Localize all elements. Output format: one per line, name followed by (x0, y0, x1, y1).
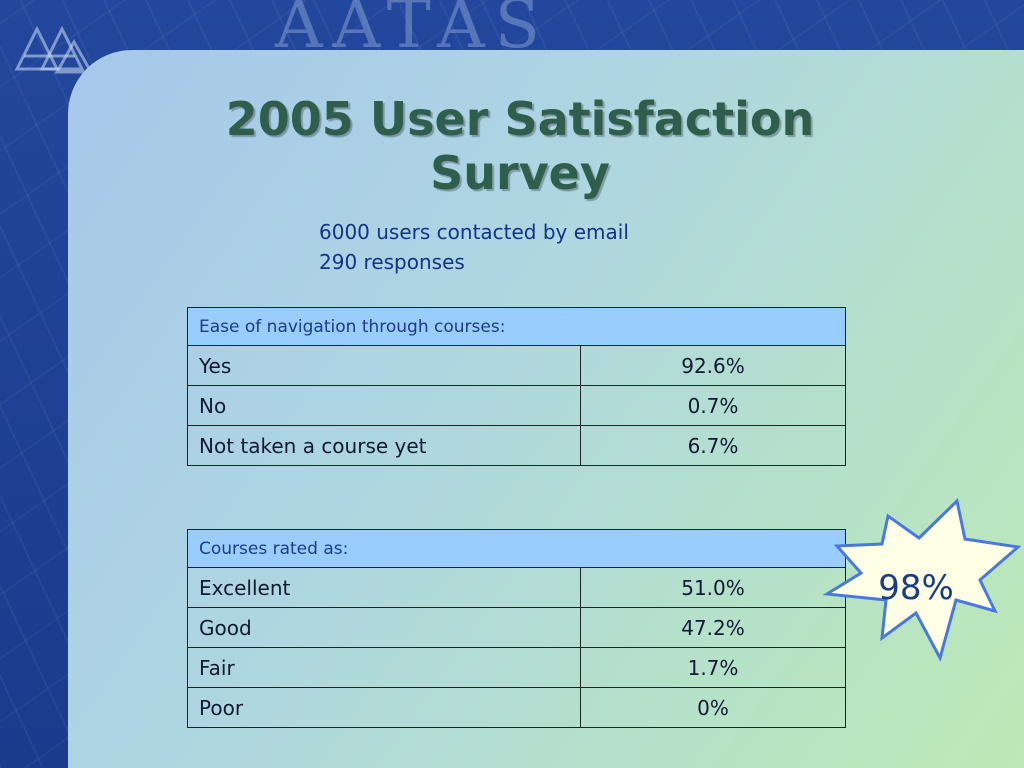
row-label: Not taken a course yet (187, 425, 581, 466)
table-header: Courses rated as: (187, 529, 846, 568)
row-label: Yes (187, 345, 581, 386)
row-label: Fair (187, 647, 581, 688)
table-row: Fair 1.7% (187, 647, 846, 688)
table-row: Excellent 51.0% (187, 567, 846, 608)
row-value: 92.6% (580, 345, 846, 386)
table-row: Poor 0% (187, 687, 846, 728)
row-value: 0.7% (580, 385, 846, 426)
survey-info: 6000 users contacted by email 290 respon… (319, 217, 629, 277)
table-row: Good 47.2% (187, 607, 846, 648)
starburst-callout: 98% (822, 498, 1022, 663)
table-row: No 0.7% (187, 385, 846, 426)
contacted-count-text: 6000 users contacted by email (319, 220, 629, 244)
row-label: Excellent (187, 567, 581, 608)
table-row: Not taken a course yet 6.7% (187, 425, 846, 466)
navigation-table: Ease of navigation through courses: Yes … (187, 307, 846, 466)
triangle-logo-icon (14, 25, 94, 74)
row-label: Good (187, 607, 581, 648)
row-label: Poor (187, 687, 581, 728)
table-header-row: Courses rated as: (187, 529, 846, 568)
row-value: 1.7% (580, 647, 846, 688)
row-value: 51.0% (580, 567, 846, 608)
starburst-shape (822, 498, 1022, 663)
row-value: 0% (580, 687, 846, 728)
row-value: 47.2% (580, 607, 846, 648)
table-header-row: Ease of navigation through courses: (187, 307, 846, 346)
slide-title: 2005 User Satisfaction Survey (225, 92, 815, 200)
row-value: 6.7% (580, 425, 846, 466)
rating-table: Courses rated as: Excellent 51.0% Good 4… (187, 529, 846, 728)
response-count-text: 290 responses (319, 250, 465, 274)
table-row: Yes 92.6% (187, 345, 846, 386)
callout-text: 98% (878, 568, 954, 608)
row-label: No (187, 385, 581, 426)
table-header: Ease of navigation through courses: (187, 307, 846, 346)
